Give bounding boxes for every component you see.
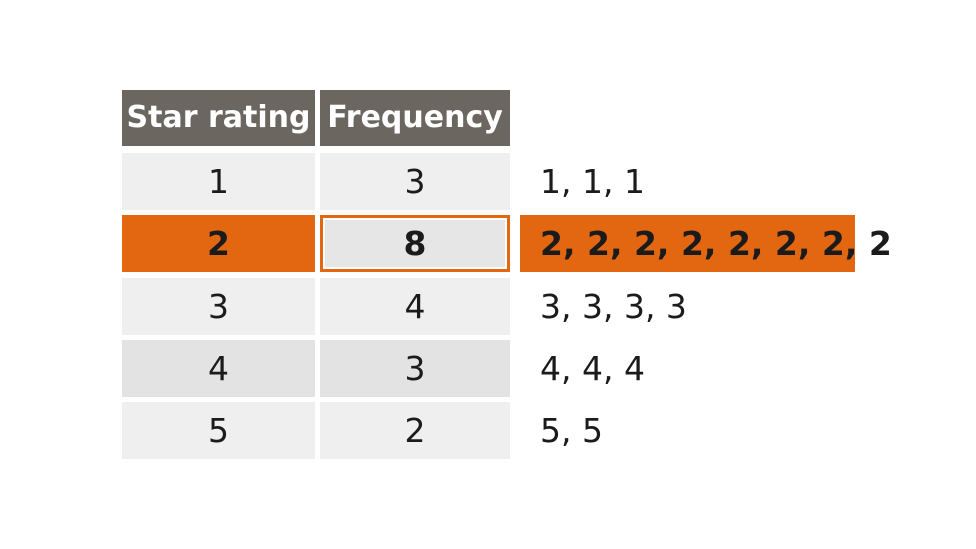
frequency-cell: 3 xyxy=(320,153,510,210)
rating-cell: 4 xyxy=(122,340,315,397)
frequency-cell: 2 xyxy=(320,402,510,459)
rating-cell-highlighted: 2 xyxy=(122,215,315,272)
header-star-rating: Star rating xyxy=(122,90,315,146)
value-list: 3, 3, 3, 3 xyxy=(540,287,687,326)
value-list-highlighted: 2, 2, 2, 2, 2, 2, 2, 2 xyxy=(520,215,892,272)
frequency-cell: 3 xyxy=(320,340,510,397)
frequency-cell: 4 xyxy=(320,278,510,335)
rating-cell: 5 xyxy=(122,402,315,459)
header-frequency: Frequency xyxy=(320,90,510,146)
value-list: 4, 4, 4 xyxy=(540,349,645,388)
frequency-cell-highlighted: 8 xyxy=(320,215,510,272)
rating-cell: 3 xyxy=(122,278,315,335)
value-list: 5, 5 xyxy=(540,411,603,450)
value-list: 1, 1, 1 xyxy=(540,162,645,201)
rating-cell: 1 xyxy=(122,153,315,210)
